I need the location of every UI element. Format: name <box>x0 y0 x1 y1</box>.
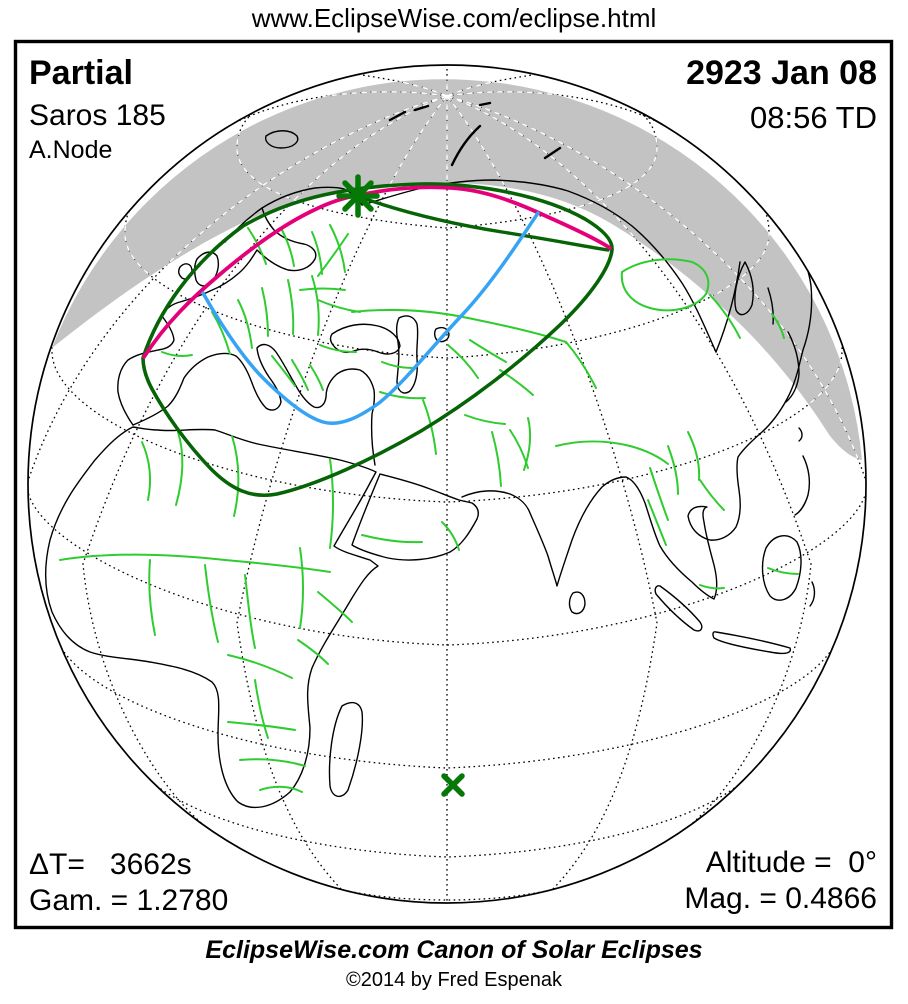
arabia-coast <box>351 473 480 561</box>
okhotsk-coast <box>715 261 741 353</box>
scandinavia-coast <box>224 186 363 243</box>
europe-atlantic-baltic-coast <box>117 207 317 426</box>
node-label: A.Node <box>29 136 113 164</box>
map-frame-border <box>13 39 894 930</box>
south-europe-med-coast <box>132 343 376 466</box>
sumatra <box>654 585 703 632</box>
eclipse-time-label: 08:56 TD <box>750 100 877 135</box>
copyright-text: ©2014 by Fred Espenak <box>346 969 562 991</box>
greatest-eclipse-star-marker <box>336 174 380 218</box>
night-shading-region <box>52 79 862 460</box>
eclipse-type-label: Partial <box>29 54 133 92</box>
delta-t-value: ΔT= 3662s <box>29 848 192 881</box>
gamma-value: Gam. = 1.2780 <box>29 884 229 917</box>
globe-limb-outline <box>27 64 867 904</box>
canon-caption-title: EclipseWise.com Canon of Solar Eclipses <box>205 936 703 964</box>
south-asia-coast <box>461 247 813 600</box>
java <box>712 631 792 655</box>
black-sea <box>329 323 401 355</box>
page-url-text: www.EclipseWise.com/eclipse.html <box>251 3 657 33</box>
africa-coast <box>45 426 379 809</box>
arctic-islands <box>388 101 562 167</box>
country-borders <box>59 224 799 793</box>
sub-point-cross-marker <box>441 773 465 797</box>
eclipse-date-label: 2923 Jan 08 <box>686 54 877 92</box>
saros-label: Saros 185 <box>29 99 166 132</box>
borneo <box>761 535 802 601</box>
caspian-sea <box>395 315 419 394</box>
japan-sakhalin <box>767 287 811 516</box>
kamchatka <box>734 261 754 316</box>
sulawesi <box>809 581 816 607</box>
sri-lanka <box>568 591 586 615</box>
altitude-value: Altitude = 0° <box>705 846 877 879</box>
penumbral-limit-loop <box>141 182 614 497</box>
madagascar <box>328 701 364 797</box>
iceland <box>264 130 299 149</box>
magnitude-value: Mag. = 0.4866 <box>684 882 877 915</box>
contact-curve <box>201 211 540 425</box>
eclipse-limit-branch <box>358 195 610 252</box>
aral-sea <box>433 326 450 343</box>
